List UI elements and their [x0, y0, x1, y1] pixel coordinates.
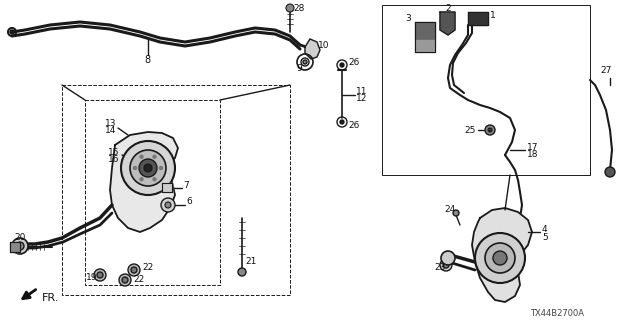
Polygon shape — [415, 22, 435, 40]
Circle shape — [303, 60, 307, 64]
Circle shape — [10, 30, 14, 34]
Circle shape — [140, 155, 143, 158]
Text: 14: 14 — [105, 125, 116, 134]
Text: 18: 18 — [527, 149, 538, 158]
Text: 19: 19 — [86, 274, 97, 283]
Circle shape — [134, 166, 136, 170]
Circle shape — [440, 259, 452, 271]
Polygon shape — [162, 183, 172, 192]
Circle shape — [12, 238, 28, 254]
Circle shape — [153, 178, 156, 181]
Circle shape — [16, 242, 24, 250]
Text: 4: 4 — [542, 226, 548, 235]
Circle shape — [485, 243, 515, 273]
Circle shape — [140, 178, 143, 181]
Circle shape — [340, 120, 344, 124]
Text: 23: 23 — [434, 262, 445, 271]
Circle shape — [131, 267, 137, 273]
Text: 12: 12 — [356, 93, 367, 102]
Text: 13: 13 — [105, 118, 116, 127]
Text: 1: 1 — [490, 11, 496, 20]
Circle shape — [128, 264, 140, 276]
Text: 3: 3 — [405, 13, 411, 22]
Circle shape — [443, 262, 449, 268]
Circle shape — [453, 210, 459, 216]
Circle shape — [475, 233, 525, 283]
Circle shape — [445, 255, 451, 261]
Circle shape — [605, 167, 615, 177]
Text: 17: 17 — [527, 142, 538, 151]
Circle shape — [286, 4, 294, 12]
Polygon shape — [110, 132, 178, 232]
Text: 20: 20 — [14, 233, 26, 242]
Text: FR.: FR. — [42, 293, 60, 303]
Text: 11: 11 — [356, 86, 367, 95]
Text: 9: 9 — [296, 63, 301, 73]
Text: 6: 6 — [186, 197, 192, 206]
Text: TX44B2700A: TX44B2700A — [530, 308, 584, 317]
Text: 28: 28 — [293, 4, 305, 12]
Text: 7: 7 — [183, 180, 189, 189]
Polygon shape — [440, 12, 455, 35]
Text: 22: 22 — [133, 276, 144, 284]
Circle shape — [94, 269, 106, 281]
Text: 24: 24 — [444, 205, 455, 214]
Text: 2: 2 — [445, 4, 451, 12]
Circle shape — [441, 251, 455, 265]
Circle shape — [122, 277, 128, 283]
Circle shape — [159, 166, 163, 170]
Circle shape — [340, 63, 344, 67]
Text: 26: 26 — [348, 121, 360, 130]
Text: 15: 15 — [108, 148, 120, 156]
Polygon shape — [472, 208, 532, 302]
Circle shape — [119, 274, 131, 286]
Text: 26: 26 — [348, 58, 360, 67]
Polygon shape — [468, 12, 488, 25]
Text: 5: 5 — [542, 233, 548, 242]
Polygon shape — [10, 242, 20, 252]
Text: 22: 22 — [142, 263, 153, 273]
Polygon shape — [415, 40, 435, 52]
Circle shape — [493, 251, 507, 265]
Text: 27: 27 — [600, 66, 611, 75]
Circle shape — [153, 155, 156, 158]
Text: 8: 8 — [144, 55, 150, 65]
Circle shape — [97, 272, 103, 278]
Circle shape — [144, 164, 152, 172]
Text: 10: 10 — [318, 41, 330, 50]
Circle shape — [485, 125, 495, 135]
Text: 25: 25 — [464, 125, 476, 134]
Circle shape — [161, 198, 175, 212]
Circle shape — [238, 268, 246, 276]
Text: 21: 21 — [245, 258, 257, 267]
Circle shape — [121, 141, 175, 195]
Circle shape — [139, 159, 157, 177]
Circle shape — [488, 128, 492, 132]
Circle shape — [130, 150, 166, 186]
Text: 16: 16 — [108, 155, 120, 164]
Polygon shape — [305, 39, 320, 59]
Circle shape — [165, 202, 171, 208]
